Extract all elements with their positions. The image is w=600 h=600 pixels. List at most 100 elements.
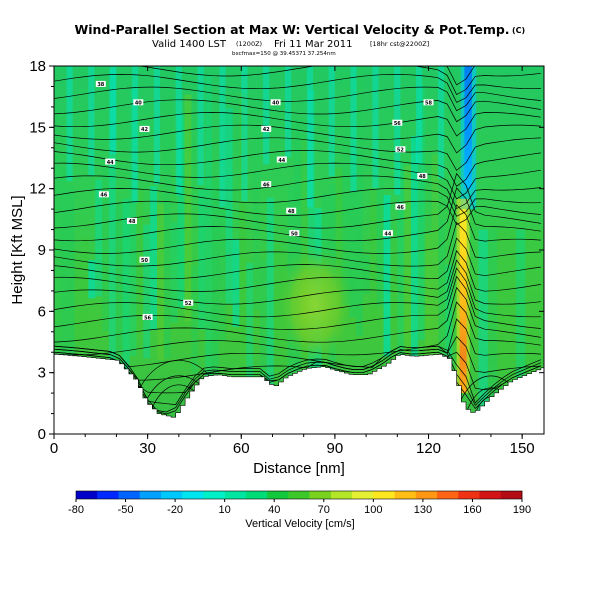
velocity-column (102, 157, 109, 332)
theta-contour (445, 66, 475, 86)
theta-label: 48 (419, 174, 426, 180)
velocity-column (369, 190, 377, 322)
velocity-column (285, 66, 292, 157)
colorbar-tick-label: 130 (414, 504, 432, 516)
theta-contour (54, 74, 541, 103)
y-tick-label: 15 (29, 119, 46, 136)
theta-contour (54, 112, 541, 137)
velocity-column (335, 168, 343, 303)
colorbar-segment (139, 491, 162, 499)
subtitle-main: Valid 1400 LST (152, 39, 227, 50)
velocity-column (136, 188, 144, 321)
velocity-column (132, 66, 139, 203)
y-tick-label: 3 (38, 365, 46, 382)
velocity-column (394, 66, 401, 195)
theta-label-box (127, 217, 137, 224)
theta-label: 50 (291, 231, 298, 237)
theta-label-box (98, 191, 109, 198)
theta-label: 38 (97, 82, 104, 88)
velocity-column (363, 255, 370, 295)
velocity-column (122, 198, 130, 404)
theta-label: 44 (107, 160, 114, 166)
theta-label: 44 (278, 158, 285, 164)
theta-contour (54, 162, 541, 200)
theta-contour (54, 345, 542, 405)
velocity-column (497, 229, 507, 414)
colorbar-segment (309, 491, 332, 499)
velocity-column (445, 264, 453, 407)
colorbar-tick-label: 70 (318, 504, 330, 516)
velocity-column (534, 229, 544, 414)
theta-contour (54, 221, 541, 267)
theta-label-box (261, 125, 272, 132)
colorbar-segment (500, 491, 523, 499)
theta-label: 52 (185, 301, 192, 307)
velocity-column (273, 242, 281, 394)
x-axis: 0 30 60 90 120 150 (50, 66, 535, 457)
title-mark: (C) (512, 26, 525, 35)
velocity-column (108, 68, 116, 359)
velocity-column (253, 100, 260, 311)
theta-label-box (95, 80, 106, 87)
subtitle: Valid 1400 LST (1200Z) Fri 11 Mar 2011 [… (152, 39, 429, 50)
velocity-column (383, 195, 391, 357)
velocity-column (506, 229, 516, 414)
x-tick-label: 150 (510, 440, 535, 457)
velocity-column (205, 74, 212, 413)
theta-contour (54, 200, 541, 226)
subtitle-run: (1200Z) (236, 40, 262, 48)
colorbar-segment (76, 491, 98, 499)
colorbar-segment (288, 491, 310, 499)
theta-label: 58 (425, 101, 432, 107)
subtitle-fcst: [18hr cst@2200Z] (370, 40, 429, 48)
theta-label-box (139, 125, 150, 132)
velocity-column (263, 66, 270, 165)
theta-label-box (382, 230, 393, 237)
theta-contour (54, 250, 541, 292)
theta-label: 40 (135, 101, 142, 107)
colorbar-segment (118, 491, 140, 499)
colorbar-segment (267, 491, 289, 499)
velocity-column (225, 108, 233, 304)
colorbar-tick-label: 40 (268, 504, 280, 516)
theta-label-box (261, 181, 272, 188)
theta-label-box (270, 99, 281, 106)
velocity-column (349, 126, 357, 317)
velocity-column (153, 66, 161, 185)
velocity-column (350, 66, 357, 192)
colorbar-tick-label: 100 (364, 504, 382, 516)
theta-contour (54, 188, 541, 217)
theta-label: 42 (141, 127, 148, 133)
plot-area: 38 40 42 44 46 48 50 52 56 40 42 44 46 48 50 58 56 52 48 46… (54, 66, 544, 434)
theta-label: 44 (384, 231, 391, 237)
velocity-column (438, 219, 446, 365)
theta-label: 46 (397, 205, 404, 211)
y-tick-label: 6 (38, 303, 46, 320)
velocity-column (175, 66, 182, 196)
colorbar-tick-label: -80 (68, 504, 84, 516)
y-axis-label: Height [Kft MSL] (9, 195, 26, 304)
colorbar-segment (330, 491, 353, 499)
theta-contour (54, 150, 541, 187)
velocity-column (74, 254, 82, 353)
theta-label-box (133, 99, 144, 106)
colorbar-segment (352, 491, 374, 499)
theta-contour (54, 301, 541, 356)
theta-label: 56 (144, 315, 151, 321)
theta-label: 40 (272, 101, 279, 107)
velocity-column (356, 68, 363, 336)
theta-label: 50 (141, 258, 148, 264)
velocity-column (342, 72, 350, 305)
colorbar-segment (182, 491, 204, 499)
theta-label-box (139, 256, 150, 263)
theta-label-box (276, 156, 287, 163)
colorbar-frame (75, 490, 523, 500)
chart-title: Wind-Parallel Section at Max W: Vertical… (74, 22, 509, 37)
colorbar-segment (415, 491, 438, 499)
velocity-column (110, 66, 117, 154)
velocity-column (150, 186, 157, 331)
velocity-column (197, 66, 204, 186)
y-tick-label: 0 (38, 426, 46, 443)
theta-contour (54, 204, 541, 254)
velocity-column (416, 66, 423, 165)
